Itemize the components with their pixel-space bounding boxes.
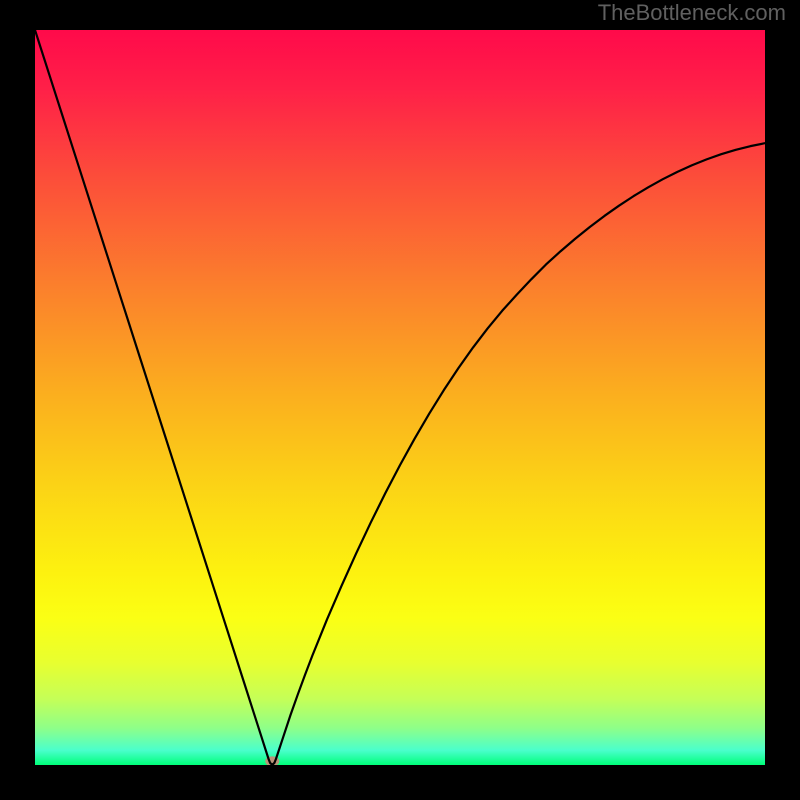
bottleneck-curve (35, 30, 765, 764)
chart-container: TheBottleneck.com (0, 0, 800, 800)
curve-layer (35, 30, 765, 765)
watermark-text: TheBottleneck.com (598, 0, 786, 26)
plot-area (35, 30, 765, 765)
